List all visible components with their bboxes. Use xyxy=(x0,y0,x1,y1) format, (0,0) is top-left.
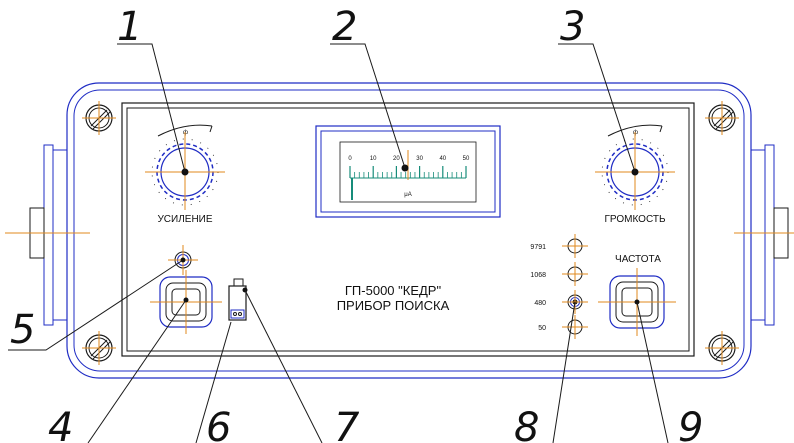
frequency-label: ЧАСТОТА xyxy=(615,254,661,265)
screw-bottom-left xyxy=(82,331,116,365)
meter-tick-label: 10 xyxy=(370,156,377,162)
gain-label: УСИЛЕНИЕ xyxy=(157,214,212,225)
frequency-indicator-9791: 9791 xyxy=(530,234,588,258)
callout-7: 7 xyxy=(334,405,360,443)
frequency-value-label: 9791 xyxy=(530,244,546,251)
callout-5: 5 xyxy=(10,307,35,353)
frequency-indicators: 9791 1068 480 50 xyxy=(530,234,588,339)
frequency-indicator-1068: 1068 xyxy=(530,262,588,286)
callout-8: 8 xyxy=(514,405,539,443)
frequency-value-label: 50 xyxy=(538,325,546,332)
callout-leaders xyxy=(8,43,669,443)
callout-numbers: 1 2 3 4 5 6 7 8 9 xyxy=(10,4,703,443)
volume-knob[interactable]: ф xyxy=(595,124,675,210)
meter-tick-label: 20 xyxy=(393,156,400,162)
frequency-indicator-50: 50 xyxy=(538,315,588,339)
meter-tick-label: 30 xyxy=(416,156,423,162)
power-button[interactable] xyxy=(150,270,222,334)
right-handle xyxy=(734,144,794,326)
frequency-value-label: 480 xyxy=(534,300,546,307)
meter: 0 10 20 30 40 50 μA xyxy=(315,125,501,218)
meter-tick-label: 0 xyxy=(348,156,352,162)
device-title: ГП-5000 "КЕДР" xyxy=(345,283,442,298)
callout-1: 1 xyxy=(117,4,142,50)
callout-6: 6 xyxy=(206,405,231,443)
screw-top-left xyxy=(82,101,116,135)
frequency-indicator-480: 480 xyxy=(534,290,588,314)
meter-tick-labels: 0 10 20 30 40 50 xyxy=(348,156,470,162)
meter-unit: μA xyxy=(404,192,411,198)
screw-top-right xyxy=(705,101,739,135)
meter-tick-label: 40 xyxy=(439,156,446,162)
left-handle xyxy=(5,144,90,326)
screw-bottom-right xyxy=(705,331,739,365)
volume-label: ГРОМКОСТЬ xyxy=(604,214,665,225)
callout-3: 3 xyxy=(560,4,585,50)
callout-9: 9 xyxy=(678,405,703,443)
callout-2: 2 xyxy=(332,4,357,50)
front-panel-frame xyxy=(121,102,695,357)
callout-4: 4 xyxy=(48,405,73,443)
gain-knob[interactable]: ф xyxy=(145,124,225,210)
device-subtitle: ПРИБОР ПОИСКА xyxy=(337,298,450,313)
frequency-value-label: 1068 xyxy=(530,272,546,279)
housing-outline xyxy=(66,82,752,379)
meter-tick-label: 50 xyxy=(463,156,470,162)
